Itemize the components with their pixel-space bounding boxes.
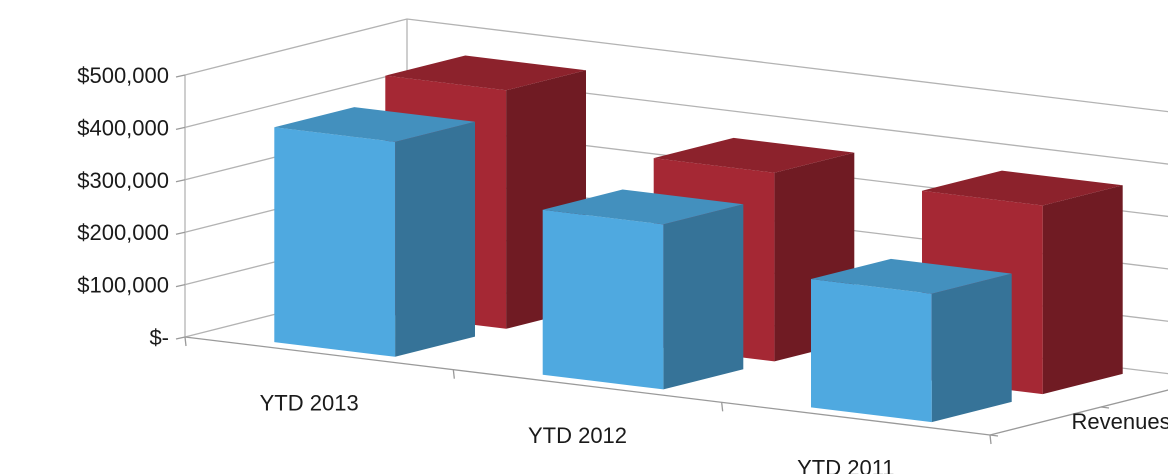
x-tick-label: YTD 2012 [528,423,627,448]
x-axis-line [184,336,991,436]
series-tick-mark [989,434,999,437]
bar-top [385,55,586,91]
y-tick-mark [175,336,186,340]
y-tick-mark [175,126,186,131]
bar-revenues-ytd-2011 [811,258,1012,423]
y-tick-mark [175,179,186,183]
x-tick-mark [452,369,455,379]
gridline [184,18,1168,113]
x-tick-mark [721,402,724,412]
y-tick-mark [175,74,186,78]
bar-revenues-ytd-2013 [274,107,475,357]
axes [175,74,1168,445]
bar-side [395,121,475,357]
x-axis-labels: YTD 2013 YTD 2012 YTD 2011 [260,390,895,474]
y-axis-labels: $- $100,000 $200,000 $300,000 $400,000 $500,0… [77,63,169,350]
y-tick-label: $400,000 [77,115,169,140]
x-tick-label: YTD 2011 [797,456,894,474]
bar-front [274,127,396,357]
y-tick-label: $300,000 [77,168,169,193]
bars [274,55,1123,423]
series-label: Revenues [1072,409,1168,434]
bar-top [542,189,744,225]
y-tick-label: $200,000 [77,220,169,245]
bar-front [811,279,932,423]
series-tick-mark [1100,406,1110,409]
y-tick-mark [175,231,186,235]
x-tick-mark [989,434,992,445]
bar-top [811,258,1012,294]
bar-top [653,137,855,173]
bar-front [542,209,664,390]
bar-revenues-ytd-2012 [542,189,744,390]
x-tick-label: YTD 2013 [260,390,359,415]
bar-side [1042,185,1123,395]
y-tick-label: $100,000 [77,273,169,298]
series-axis-labels: RevenuesExpenses [1072,409,1168,434]
x-tick-mark [184,336,187,347]
bar-top [922,170,1123,206]
y-tick-label: $500,000 [77,63,169,88]
bar-side [931,273,1012,423]
bar-side [663,204,744,390]
y-tick-label: $- [149,325,169,350]
bar-top [274,107,475,142]
y-tick-mark [175,283,186,288]
